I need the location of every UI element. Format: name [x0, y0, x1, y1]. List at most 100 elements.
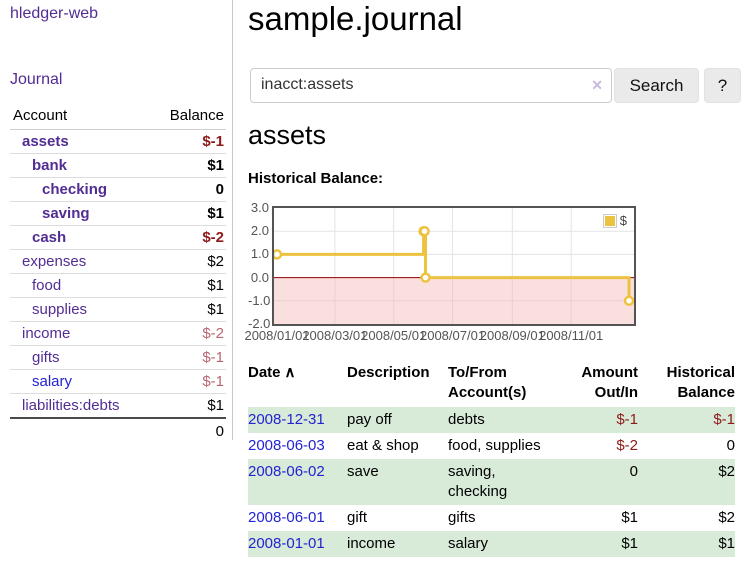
balance-column-header: Balance	[153, 103, 226, 130]
account-balance: $-1	[153, 369, 226, 394]
account-link-gifts[interactable]: gifts	[32, 349, 60, 366]
transaction-amount: $-2	[616, 437, 638, 454]
account-row: income $-2	[10, 321, 226, 346]
transaction-date-link[interactable]: 2008-01-01	[248, 535, 325, 552]
transaction-row: 2008-12-31 pay off debts $-1 $-1	[248, 407, 735, 433]
x-axis-tick-label: 2008/07/01	[419, 328, 486, 343]
transaction-amount: $1	[621, 509, 638, 526]
account-link-salary[interactable]: salary	[32, 373, 73, 390]
account-balance: $-2	[153, 321, 226, 346]
y-axis-tick-label: 1.0	[250, 246, 269, 262]
search-input[interactable]	[251, 69, 581, 100]
transaction-description: eat & shop	[347, 437, 419, 454]
sidebar: hledger-web Journal Account Balance asse…	[0, 0, 233, 444]
transaction-description: pay off	[347, 411, 392, 428]
account-link-supplies[interactable]: supplies	[32, 301, 88, 318]
x-axis-tick-label: 2008/11/01	[539, 328, 604, 343]
clear-search-icon[interactable]: ✕	[591, 77, 603, 93]
account-row: food $1	[10, 273, 226, 298]
y-axis-tick-label: -2.0	[248, 316, 271, 331]
y-axis-tick-label: 2.0	[250, 223, 269, 239]
account-balance: $1	[153, 201, 226, 226]
amount-column-header: Amount Out/In	[581, 364, 638, 401]
x-axis-tick-label: 2008/01/01	[244, 328, 310, 343]
account-row: cash $-2	[10, 225, 226, 250]
transaction-row: 2008-06-01 gift gifts $1 $2	[248, 505, 735, 531]
x-axis-tick-label: 2008/09/01	[479, 328, 545, 343]
transaction-amount: $-1	[616, 411, 638, 428]
sort-ascending-icon: ∧	[284, 364, 296, 381]
transaction-accounts: gifts	[448, 509, 476, 526]
transaction-balance: $2	[718, 509, 735, 526]
description-column-header: Description	[347, 364, 430, 381]
transaction-row: 2008-01-01 income salary $1 $1	[248, 531, 735, 557]
transaction-date-link[interactable]: 2008-12-31	[248, 411, 325, 428]
account-link-liabilities-debts[interactable]: liabilities:debts	[22, 397, 120, 414]
search-button[interactable]: Search	[614, 68, 699, 103]
app-title-link[interactable]: hledger-web	[10, 5, 99, 22]
account-balance: $1	[153, 393, 226, 419]
register-header-row: Date ∧ Description To/From Account(s) Amo…	[248, 361, 735, 407]
accounts-total-row: 0	[10, 417, 226, 444]
transaction-amount: $1	[621, 535, 638, 552]
account-row: saving $1	[10, 201, 226, 226]
account-balance: $-2	[153, 225, 226, 250]
account-link-checking[interactable]: checking	[42, 181, 108, 198]
page-title: sample.journal	[248, 0, 463, 37]
x-axis-labels: 2008/01/01 2008/03/01 2008/05/01 2008/07/01…	[244, 328, 654, 344]
account-heading: assets	[248, 120, 327, 150]
nav-journal-link[interactable]: Journal	[10, 71, 63, 88]
account-row: expenses $2	[10, 249, 226, 274]
account-row: supplies $1	[10, 297, 226, 322]
account-balance: $1	[153, 273, 226, 298]
accounts-table: Account Balance assets $-1 bank $1 check…	[10, 103, 226, 444]
transaction-date-link[interactable]: 2008-06-01	[248, 509, 325, 526]
account-link-income[interactable]: income	[22, 325, 71, 342]
y-axis-labels: 3.0 2.0 1.0 0.0 -1.0 -2.0	[248, 201, 271, 331]
transaction-balance: $1	[718, 535, 735, 552]
date-column-header[interactable]: Date ∧	[248, 364, 296, 381]
transaction-date-link[interactable]: 2008-06-03	[248, 437, 325, 454]
transaction-row: 2008-06-03 eat & shop food, supplies $-2…	[248, 433, 735, 459]
register-table: Date ∧ Description To/From Account(s) Amo…	[248, 361, 735, 557]
x-axis-tick-label: 2008/05/01	[361, 328, 427, 343]
account-link-assets[interactable]: assets	[22, 133, 69, 150]
y-axis-tick-label: 3.0	[250, 200, 269, 215]
chart-legend: $	[600, 212, 629, 229]
transaction-description: save	[347, 463, 379, 480]
account-link-saving[interactable]: saving	[42, 205, 90, 222]
y-axis-tick-label: -1.0	[248, 292, 271, 308]
balance-chart: 3.0 2.0 1.0 0.0 -1.0 -2.0 $ 2008/01/01 2008/03…	[244, 201, 668, 346]
accounts-total-value: 0	[153, 417, 226, 444]
transaction-balance: $2	[718, 463, 735, 480]
transaction-balance: 0	[726, 437, 735, 454]
transaction-date-link[interactable]: 2008-06-02	[248, 463, 325, 480]
transaction-description: income	[347, 535, 396, 552]
help-button[interactable]: ?	[704, 68, 741, 103]
account-link-food[interactable]: food	[32, 277, 62, 294]
transaction-amount: 0	[629, 463, 638, 480]
account-balance: $1	[153, 297, 226, 322]
transaction-accounts: food, supplies	[448, 437, 541, 454]
x-axis-tick-label: 2008/03/01	[302, 328, 368, 343]
account-link-expenses[interactable]: expenses	[22, 253, 87, 270]
account-link-cash[interactable]: cash	[32, 229, 67, 246]
account-row: gifts $-1	[10, 345, 226, 370]
chart-plot: $	[272, 206, 636, 326]
y-axis-tick-label: 0.0	[250, 269, 269, 285]
chart-svg	[274, 208, 634, 324]
account-balance: $-1	[153, 345, 226, 370]
account-balance: $1	[153, 153, 226, 178]
transaction-balance: $-1	[713, 411, 735, 428]
account-row: checking 0	[10, 177, 226, 202]
transaction-accounts: salary	[448, 535, 489, 552]
tofrom-column-header: To/From Account(s)	[448, 364, 527, 401]
account-balance: 0	[153, 177, 226, 202]
account-row: bank $1	[10, 153, 226, 178]
account-balance: $2	[153, 249, 226, 274]
transaction-row: 2008-06-02 save saving, checking 0 $2	[248, 459, 735, 505]
balance-column-header: Historical Balance	[666, 364, 735, 401]
account-row: salary $-1	[10, 369, 226, 394]
accounts-header-row: Account Balance	[10, 103, 226, 130]
account-link-bank[interactable]: bank	[32, 157, 68, 174]
